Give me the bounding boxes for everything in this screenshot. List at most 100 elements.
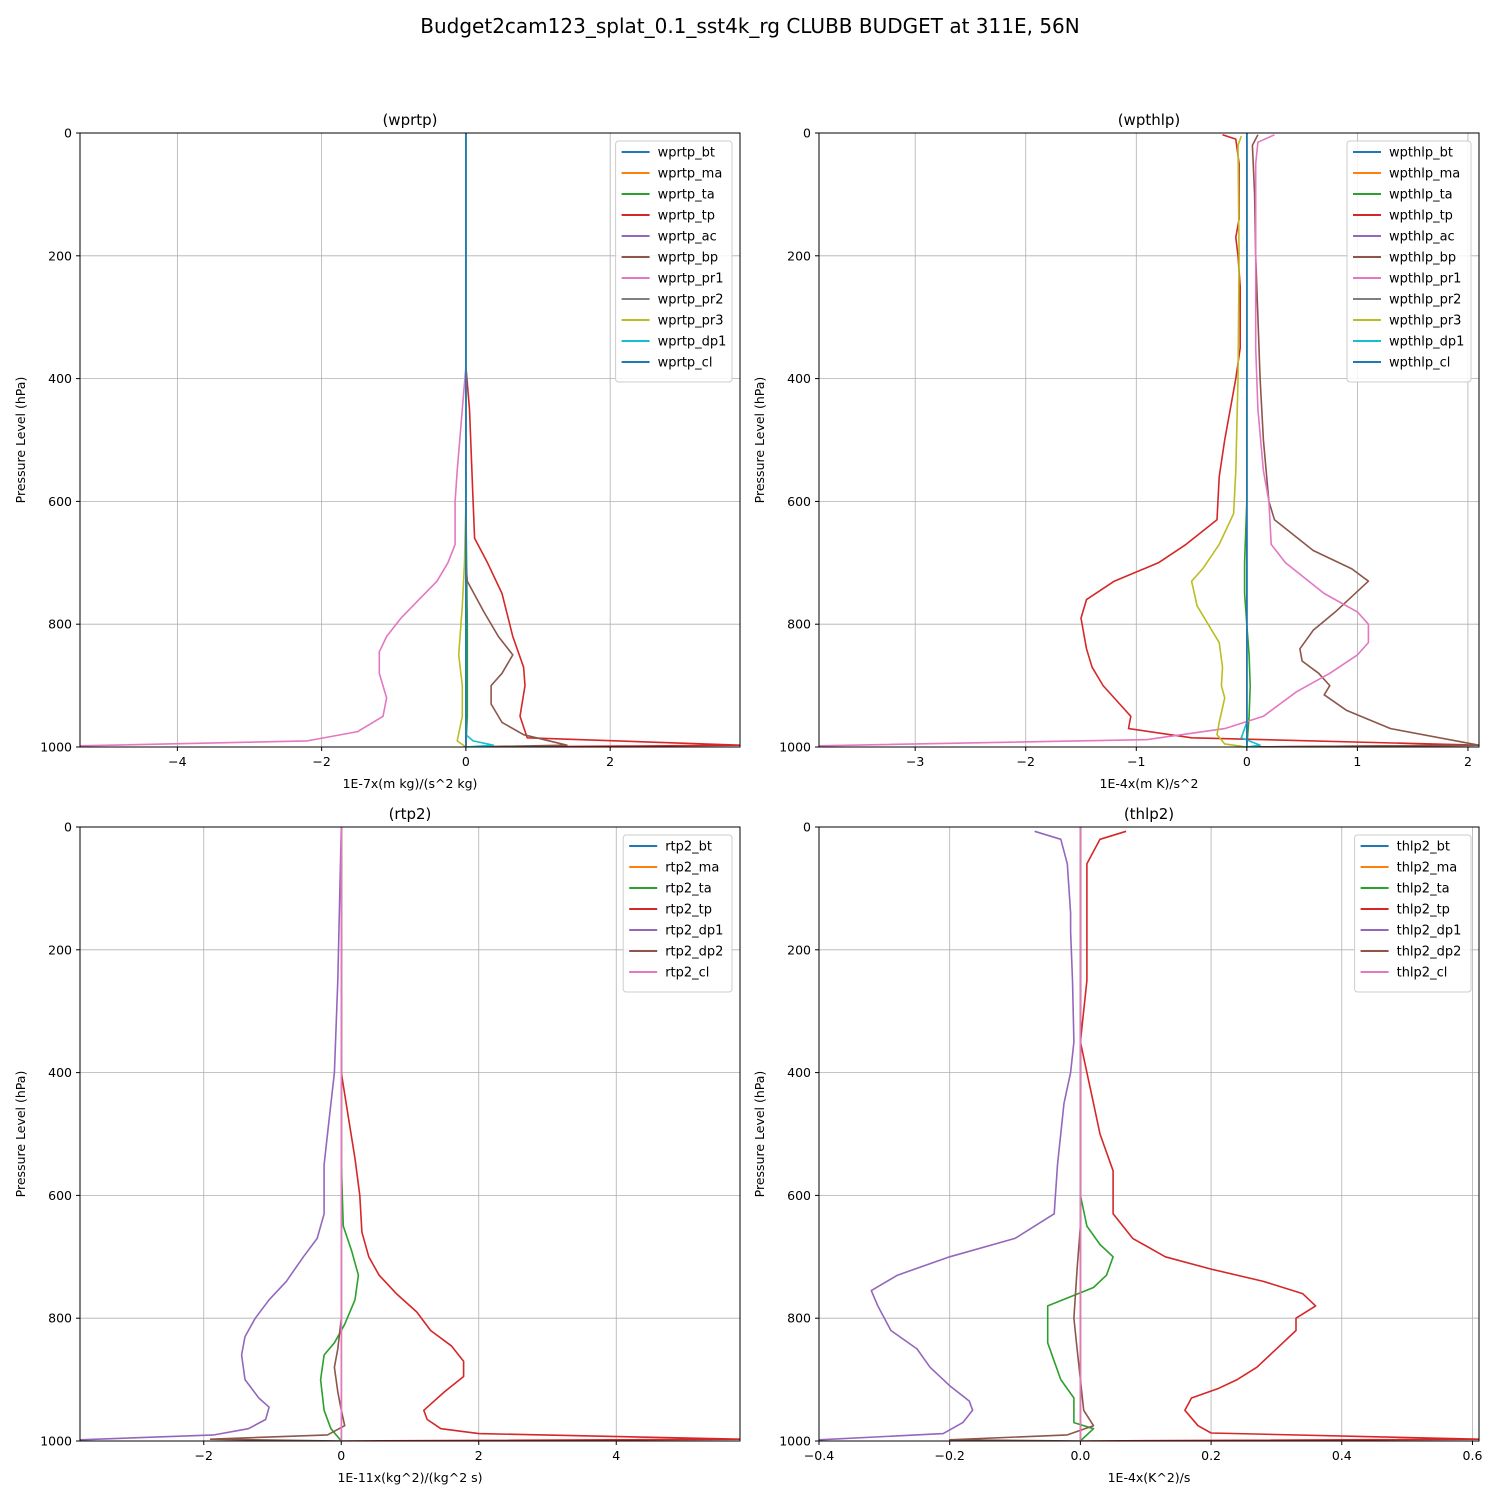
legend-label: thlp2_tp	[1397, 903, 1450, 918]
x-tick-label: 0.2	[1201, 1448, 1221, 1463]
legend-label: wprtp_bp	[658, 251, 719, 266]
x-tick-label: 0.4	[1332, 1448, 1352, 1463]
series-line-wprtp_pr3	[456, 133, 467, 747]
legend-label: rtp2_tp	[665, 903, 712, 918]
legend-label: rtp2_dp1	[665, 924, 723, 939]
x-tick-label: 0.6	[1463, 1448, 1483, 1463]
y-axis-label: Pressure Level (hPa)	[752, 377, 767, 504]
series-group	[819, 827, 1479, 1441]
x-tick-label: 0	[337, 1448, 345, 1463]
series-line-wpthlp_tp	[1080, 134, 1479, 747]
series-line-rtp2_dp1	[80, 827, 343, 1441]
x-tick-label: 2	[606, 754, 614, 769]
y-tick-label: 200	[787, 942, 811, 957]
chart-panel-1: −4 −2 0 2 0 200 400 600 800 1000 (wprtp) 1E-7x(m kg…	[13, 111, 741, 791]
y-tick-label: 1000	[40, 740, 72, 755]
x-axis-label: 1E-4x(K^2)/s	[1108, 1470, 1191, 1485]
y-tick-label: 1000	[779, 740, 811, 755]
y-tick-label: 600	[787, 494, 811, 509]
series-group	[819, 133, 1479, 747]
legend-label: thlp2_dp1	[1397, 924, 1462, 939]
x-tick-label: 2	[475, 1448, 483, 1463]
y-tick-label: 0	[803, 126, 811, 141]
x-axis-label: 1E-7x(m kg)/(s^2 kg)	[343, 776, 478, 791]
legend-label: thlp2_cl	[1397, 966, 1448, 981]
x-tick-label: −2	[1017, 754, 1035, 769]
x-tick-label: 0	[1243, 754, 1251, 769]
chart-panel-4: −0.4 −0.2 0.0 0.2 0.4 0.6 0 200 400 600 800 1000 (th…	[752, 805, 1482, 1485]
series-line-wpthlp_pr1	[819, 134, 1370, 747]
x-tick-label: 2	[1464, 754, 1472, 769]
legend-label: thlp2_dp2	[1397, 945, 1462, 960]
legend-box	[615, 140, 733, 383]
legend-label: wpthlp_pr2	[1389, 293, 1461, 308]
y-tick-label: 600	[48, 1188, 72, 1203]
legend-label: rtp2_ta	[665, 882, 712, 897]
legend-label: wpthlp_pr1	[1389, 272, 1461, 287]
legend-label: wprtp_ma	[658, 167, 723, 182]
axes-frame	[79, 826, 741, 1442]
series-line-rtp2_ta	[319, 827, 360, 1441]
legend: rtp2_bt rtp2_ma rtp2_ta rtp2_tp rtp2_dp1 rtp2…	[622, 834, 733, 993]
series-group	[80, 827, 740, 1441]
y-tick-label: 400	[48, 1065, 72, 1080]
series-line-thlp2_dp1	[819, 830, 1075, 1441]
legend-label: wprtp_pr1	[658, 272, 724, 287]
legend-label: rtp2_cl	[665, 966, 709, 981]
y-tick-label: 400	[48, 371, 72, 386]
legend-label: wprtp_ac	[658, 230, 717, 245]
y-tick-label: 600	[787, 1188, 811, 1203]
x-tick-label: 4	[612, 1448, 620, 1463]
series-line-thlp2_dp2	[948, 827, 1095, 1441]
legend: thlp2_bt thlp2_ma thlp2_ta thlp2_tp thlp2_dp…	[1354, 834, 1472, 993]
x-axis-label: 1E-4x(m K)/s^2	[1100, 776, 1199, 791]
series-line-wpthlp_bp	[1246, 134, 1479, 747]
legend: wpthlp_bt wpthlp_ma wpthlp_ta wpthlp_tpwpth…	[1346, 140, 1472, 383]
x-tick-label: −3	[906, 754, 924, 769]
legend-label: thlp2_bt	[1397, 840, 1450, 855]
y-tick-label: 0	[64, 820, 72, 835]
panel-title: (rtp2)	[389, 805, 432, 823]
legend-label: wpthlp_pr3	[1389, 314, 1461, 329]
legend-label: wprtp_dp1	[658, 335, 727, 350]
y-tick-label: 200	[48, 942, 72, 957]
y-tick-label: 0	[803, 820, 811, 835]
x-tick-label: −1	[1127, 754, 1145, 769]
legend-label: wpthlp_dp1	[1389, 335, 1464, 350]
y-tick-label: 1000	[40, 1434, 72, 1449]
legend-label: wprtp_ta	[658, 188, 715, 203]
legend-label: wpthlp_ma	[1389, 167, 1460, 182]
y-tick-label: 0	[64, 126, 72, 141]
y-tick-label: 400	[787, 371, 811, 386]
y-tick-label: 600	[48, 494, 72, 509]
legend-label: wprtp_tp	[658, 209, 715, 224]
chart-panel-3: −2 0 2 4 0 200 400 600 800 1000 (rtp2) 1E-11x(kg^2)…	[13, 805, 741, 1485]
legend-box	[1354, 834, 1472, 993]
figure-title: Budget2cam123_splat_0.1_sst4k_rg CLUBB B…	[420, 14, 1080, 38]
x-tick-label: −2	[195, 1448, 213, 1463]
series-line-rtp2_tp	[340, 827, 740, 1441]
y-axis-label: Pressure Level (hPa)	[13, 1071, 28, 1198]
axes-frame	[79, 132, 741, 748]
legend-label: wpthlp_tp	[1389, 209, 1453, 224]
y-tick-label: 800	[48, 617, 72, 632]
legend-label: wpthlp_ta	[1389, 188, 1453, 203]
legend-label: rtp2_ma	[665, 861, 719, 876]
legend-label: wpthlp_cl	[1389, 356, 1450, 371]
y-axis-label: Pressure Level (hPa)	[13, 377, 28, 504]
legend-label: wpthlp_ac	[1389, 230, 1455, 245]
series-line-wpthlp_dp1	[1240, 133, 1261, 747]
legend-label: thlp2_ma	[1397, 861, 1458, 876]
legend-box	[622, 834, 733, 993]
x-axis-label: 1E-11x(kg^2)/(kg^2 s)	[337, 1470, 482, 1485]
legend-box	[1346, 140, 1472, 383]
x-tick-label: 1	[1353, 754, 1361, 769]
panel-title: (thlp2)	[1124, 805, 1174, 823]
y-tick-label: 800	[48, 1311, 72, 1326]
y-tick-label: 800	[787, 1311, 811, 1326]
legend-label: rtp2_dp2	[665, 945, 723, 960]
series-line-wpthlp_pr3	[1190, 135, 1247, 747]
x-tick-label: 0	[462, 754, 470, 769]
axes-frame	[818, 826, 1480, 1442]
